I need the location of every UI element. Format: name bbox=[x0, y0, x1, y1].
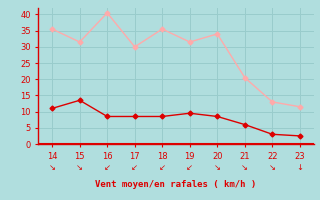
Text: ↙: ↙ bbox=[186, 163, 193, 172]
Text: ↙: ↙ bbox=[131, 163, 138, 172]
Text: ↙: ↙ bbox=[104, 163, 111, 172]
Text: ↙: ↙ bbox=[159, 163, 166, 172]
Text: ↘: ↘ bbox=[241, 163, 248, 172]
Text: ↘: ↘ bbox=[214, 163, 221, 172]
Text: ↘: ↘ bbox=[76, 163, 83, 172]
Text: ↘: ↘ bbox=[269, 163, 276, 172]
Text: ↓: ↓ bbox=[296, 163, 303, 172]
X-axis label: Vent moyen/en rafales ( km/h ): Vent moyen/en rafales ( km/h ) bbox=[95, 180, 257, 189]
Text: ↘: ↘ bbox=[49, 163, 56, 172]
